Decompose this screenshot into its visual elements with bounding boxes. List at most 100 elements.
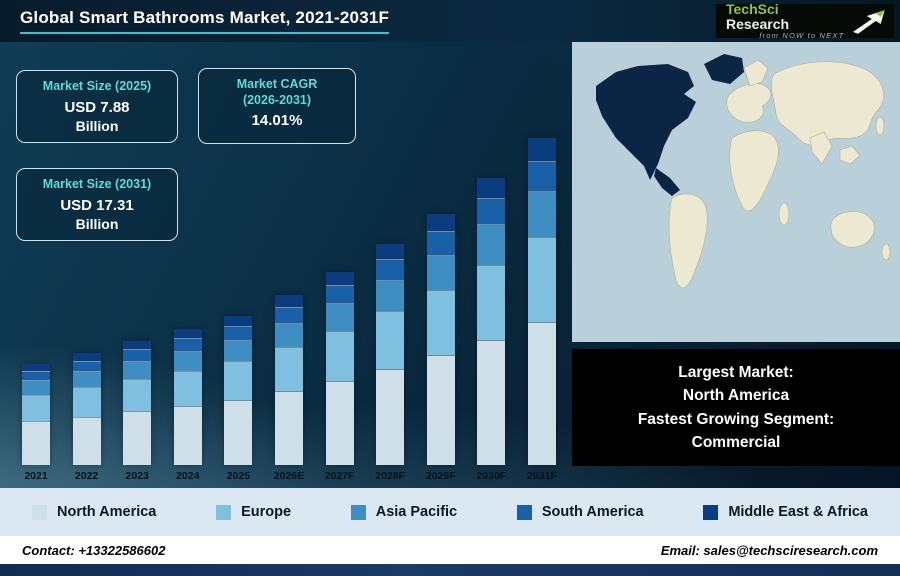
bar-segment-europe xyxy=(477,265,506,340)
x-axis-label-2024: 2024 xyxy=(176,470,200,482)
legend-swatch xyxy=(216,504,232,520)
bar-segment-asia-pacific xyxy=(72,372,101,388)
map-australia xyxy=(830,211,875,248)
bar-segment-middle-east-africa xyxy=(224,316,253,327)
map-madagascar xyxy=(778,202,790,226)
page-title: Global Smart Bathrooms Market, 2021-2031… xyxy=(20,8,390,34)
bar-segment-asia-pacific xyxy=(274,323,303,347)
market-highlight-box: Largest Market: North America Fastest Gr… xyxy=(572,349,900,466)
main-content: Market Size (2025) USD 7.88 Billion Mark… xyxy=(0,42,900,488)
chart-panel: Market Size (2025) USD 7.88 Billion Mark… xyxy=(0,42,572,488)
x-axis-label-2028F: 2028F xyxy=(375,470,406,482)
legend-label: Europe xyxy=(241,504,292,520)
stacked-bar-2024 xyxy=(173,329,202,465)
stacked-bar-2029F xyxy=(426,214,455,465)
bar-segment-europe xyxy=(527,237,556,322)
footer: Contact: +13322586602 Email: sales@techs… xyxy=(0,536,900,564)
bar-column-2024: 2024 xyxy=(164,329,212,484)
bar-segment-middle-east-africa xyxy=(173,329,202,339)
bar-segment-south-america xyxy=(123,350,152,362)
bar-column-2028F: 2028F xyxy=(366,244,414,484)
legend-item-middle-east-africa: Middle East & Africa xyxy=(703,504,868,520)
bar-segment-north-america xyxy=(72,417,101,465)
bar-segment-asia-pacific xyxy=(376,280,405,312)
legend-label: Asia Pacific xyxy=(375,504,458,520)
bar-column-2027F: 2027F xyxy=(316,272,364,484)
bar-column-2023: 2023 xyxy=(113,341,161,484)
legend-item-asia-pacific: Asia Pacific xyxy=(350,504,458,520)
bar-segment-asia-pacific xyxy=(173,352,202,371)
bar-column-2030F: 2030F xyxy=(467,178,515,484)
world-map xyxy=(572,42,900,342)
stacked-bar-2030F xyxy=(477,178,506,466)
bar-segment-middle-east-africa xyxy=(477,178,506,198)
x-axis-label-2022: 2022 xyxy=(74,470,99,482)
bar-segment-south-america xyxy=(477,198,506,225)
header: Global Smart Bathrooms Market, 2021-2031… xyxy=(0,0,900,42)
stacked-bar-2026E xyxy=(274,295,303,465)
map-africa xyxy=(729,130,779,212)
bar-segment-south-america xyxy=(274,307,303,323)
bar-segment-europe xyxy=(123,380,152,412)
bar-segment-asia-pacific xyxy=(325,304,354,331)
stat-box-market-size-2031: Market Size (2031) USD 17.31 Billion xyxy=(16,168,178,241)
bar-column-2029F: 2029F xyxy=(417,214,465,484)
bar-chart: 2021 2022 2023 2024 2025 2026E 2027F 2028F 2029F… xyxy=(12,108,566,484)
legend-swatch xyxy=(32,504,47,520)
stat-box-market-size-2025: Market Size (2025) USD 7.88 Billion xyxy=(16,70,178,143)
stat-box-market-cagr: Market CAGR (2026-2031) 14.01% xyxy=(198,68,356,144)
map-central-america xyxy=(654,168,680,196)
stat-value: 14.01% xyxy=(251,112,303,130)
bar-segment-middle-east-africa xyxy=(22,364,50,371)
bar-segment-middle-east-africa xyxy=(426,214,455,232)
bar-segment-south-america xyxy=(527,161,556,191)
bar-segment-south-america xyxy=(224,327,253,341)
bar-segment-europe xyxy=(426,291,455,356)
bar-column-2022: 2022 xyxy=(63,353,111,484)
map-scandinavia xyxy=(743,59,769,87)
techsci-logo[interactable]: TechSci Research from NOW to NEXT xyxy=(716,2,894,39)
bar-segment-north-america xyxy=(22,422,50,465)
bar-segment-middle-east-africa xyxy=(325,272,354,286)
stacked-bar-2028F xyxy=(376,244,405,465)
legend-label: Middle East & Africa xyxy=(728,504,868,520)
bar-segment-middle-east-africa xyxy=(274,295,303,307)
largest-market-label: Largest Market: xyxy=(678,364,794,381)
logo-arrow-icon xyxy=(853,10,886,34)
bar-segment-asia-pacific xyxy=(224,341,253,362)
stat-label: Market Size (2025) xyxy=(42,79,152,93)
stat-unit: Billion xyxy=(75,117,119,134)
bar-segment-north-america xyxy=(274,391,303,465)
bar-segment-asia-pacific xyxy=(123,362,152,380)
legend-swatch xyxy=(516,504,532,520)
bar-column-2031F: 2031F xyxy=(518,138,566,484)
bar-segment-asia-pacific xyxy=(426,255,455,291)
logo-tagline: from NOW to NEXT xyxy=(759,30,845,40)
stacked-bar-2022 xyxy=(72,353,101,465)
fastest-segment-value: Commercial xyxy=(691,433,781,451)
stacked-bar-2031F xyxy=(527,138,556,465)
logo-text: TechSci Research from NOW to NEXT xyxy=(726,2,844,39)
stat-unit: Billion xyxy=(75,215,119,232)
bar-segment-asia-pacific xyxy=(477,225,506,265)
bar-segment-north-america xyxy=(123,412,152,465)
stacked-bar-2023 xyxy=(123,341,152,465)
stat-value: USD 17.31 xyxy=(60,196,134,214)
x-axis-label-2031F: 2031F xyxy=(527,470,557,482)
bar-column-2025: 2025 xyxy=(214,316,262,484)
map-southeast-asia xyxy=(839,145,861,165)
map-asia xyxy=(771,61,884,146)
map-south-america xyxy=(668,193,708,289)
bottom-accent-bar xyxy=(0,564,900,576)
bar-segment-europe xyxy=(325,331,354,381)
stat-label: Market Size (2031) xyxy=(42,177,152,191)
bar-segment-south-america xyxy=(376,260,405,280)
bar-segment-south-america xyxy=(325,286,354,304)
chart-legend: North America Europe Asia Pacific South Ame… xyxy=(0,488,900,536)
contact-email[interactable]: Email: sales@techsciresearch.com xyxy=(660,542,878,558)
map-new-zealand xyxy=(881,243,891,261)
bar-segment-north-america xyxy=(224,401,253,465)
largest-market-value: North America xyxy=(682,387,790,405)
bar-segment-south-america xyxy=(426,232,455,255)
bar-segment-europe xyxy=(376,312,405,369)
